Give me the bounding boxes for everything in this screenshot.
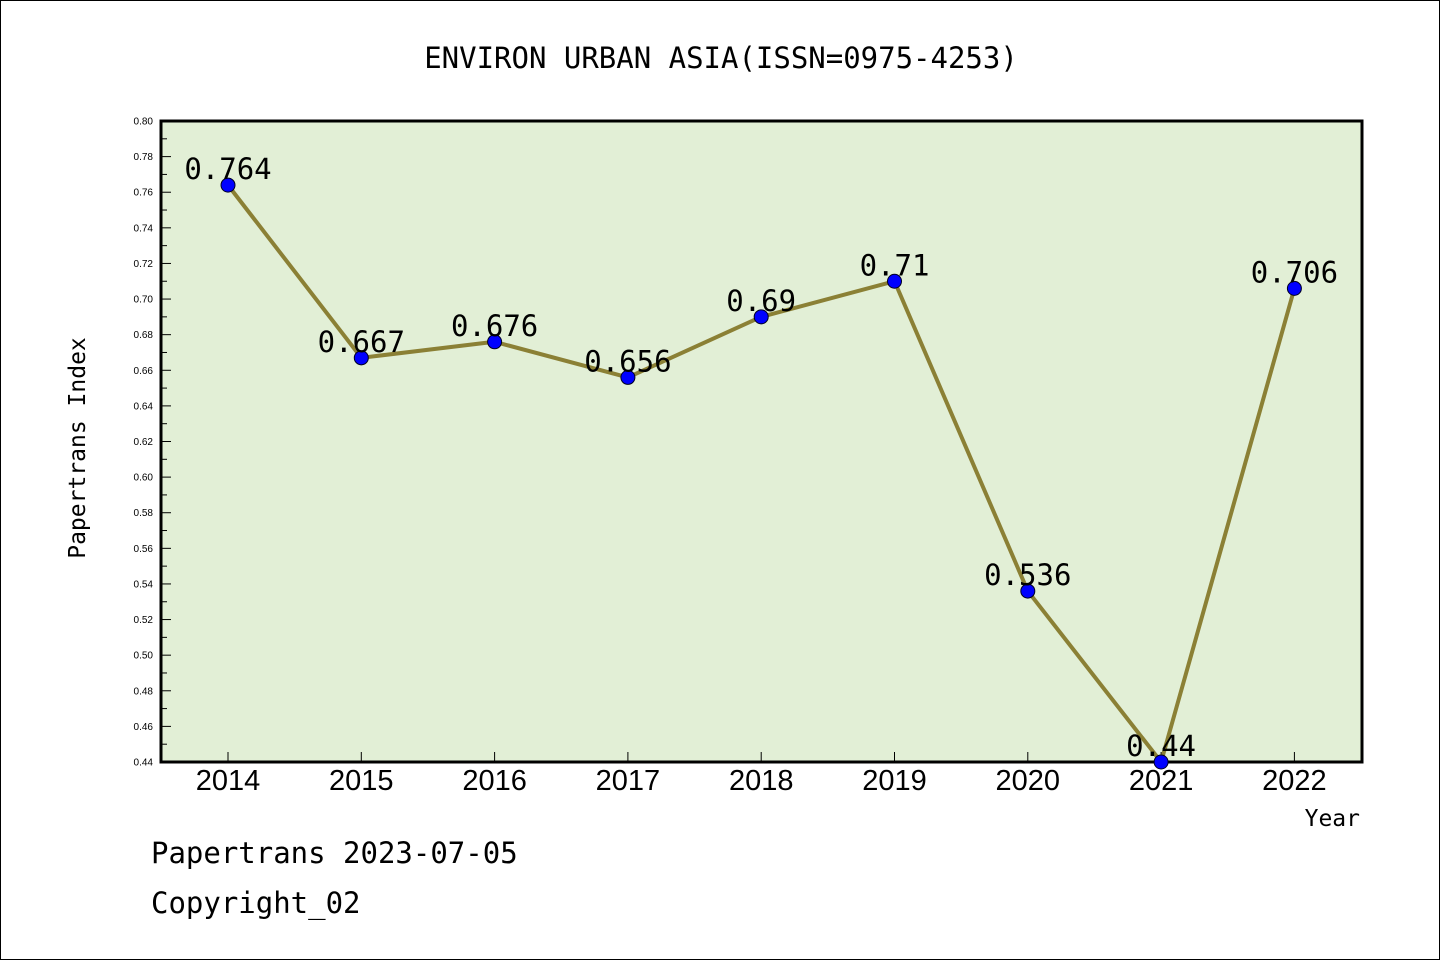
y-tick-label: 0.60 [134, 473, 154, 484]
x-tick-label: 2021 [1129, 765, 1194, 797]
data-point [220, 177, 236, 193]
data-point [1286, 280, 1302, 296]
x-tick-label: 2020 [996, 765, 1061, 797]
y-tick-label: 0.52 [134, 615, 154, 626]
x-tick-label: 2017 [596, 765, 661, 797]
y-tick-label: 0.70 [134, 295, 154, 306]
data-point [487, 334, 503, 350]
data-point [1153, 754, 1169, 770]
data-labels: 0.764 0.667 0.676 0.656 0.69 0.71 0.536 0.44 0.7… [184, 152, 1338, 763]
data-point [887, 273, 902, 289]
data-label: 0.71 [860, 248, 930, 282]
data-point [620, 369, 636, 385]
y-tick-label: 0.66 [134, 366, 154, 377]
x-axis-ticks: 2014 2015 2016 2017 2018 2019 2020 2021 2022 [196, 752, 1327, 797]
y-tick-label: 0.62 [134, 437, 154, 448]
data-label: 0.536 [984, 558, 1071, 592]
data-point [353, 350, 369, 366]
x-tick-label: 2015 [329, 765, 394, 797]
y-tick-label: 0.48 [134, 686, 154, 697]
x-tick-label: 2022 [1262, 765, 1327, 797]
plot-area [159, 119, 1364, 764]
data-series [220, 177, 1302, 770]
y-axis-label: Papertrans Index [65, 337, 91, 559]
data-label: 0.656 [584, 344, 671, 378]
y-tick-label: 0.56 [134, 544, 154, 555]
y-tick-label: 0.76 [134, 188, 154, 199]
y-tick-label: 0.50 [134, 651, 154, 662]
data-label: 0.667 [318, 325, 405, 359]
y-tick-label: 0.64 [134, 401, 154, 412]
y-tick-label: 0.72 [134, 259, 154, 270]
data-label: 0.764 [184, 152, 271, 186]
data-label: 0.676 [451, 309, 538, 343]
footer-copyright: Copyright_02 [151, 886, 361, 920]
data-label: 0.706 [1251, 255, 1338, 289]
y-tick-label: 0.44 [134, 758, 154, 769]
y-tick-label: 0.58 [134, 508, 154, 519]
x-tick-label: 2014 [196, 765, 261, 797]
x-tick-label: 2018 [729, 765, 794, 797]
y-tick-label: 0.68 [134, 330, 154, 341]
y-tick-label: 0.78 [134, 152, 154, 163]
data-point [753, 309, 769, 325]
x-tick-label: 2019 [862, 765, 927, 797]
y-tick-label: 0.46 [134, 722, 154, 733]
x-axis-label: Year [1305, 806, 1360, 832]
data-point [1020, 583, 1036, 599]
y-tick-label: 0.54 [134, 579, 154, 590]
data-label: 0.69 [726, 284, 796, 318]
footer-date: Papertrans 2023-07-05 [151, 836, 518, 870]
y-tick-label: 0.80 [134, 117, 154, 128]
y-tick-label: 0.74 [134, 223, 154, 234]
y-axis-ticks: 0.44 0.46 0.48 0.50 0.52 0.54 0.56 0.58 0.60 0.62… [134, 117, 171, 769]
x-tick-label: 2016 [462, 765, 527, 797]
chart-title: ENVIRON URBAN ASIA(ISSN=0975-4253) [424, 41, 1018, 75]
data-label: 0.44 [1126, 729, 1196, 763]
